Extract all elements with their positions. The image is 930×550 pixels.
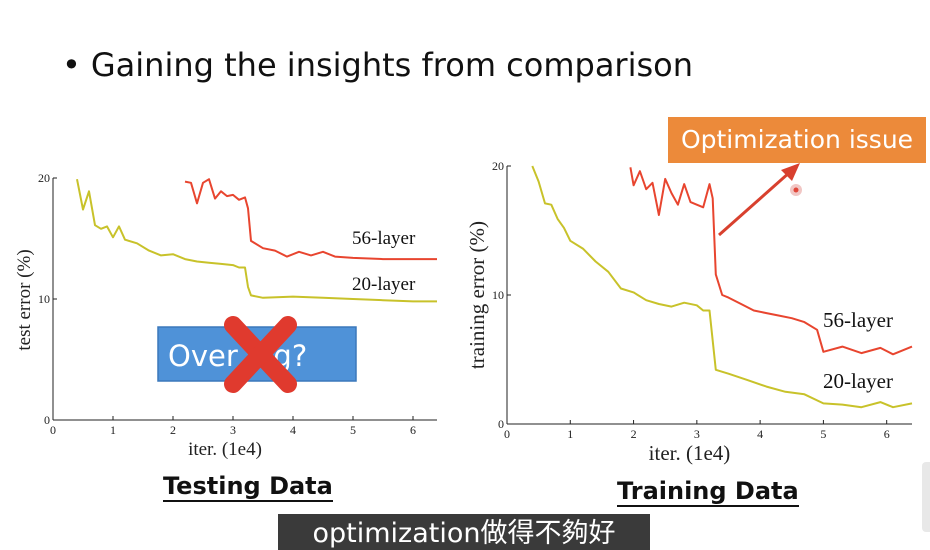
x-tick-label: 5 xyxy=(350,423,356,437)
series-line-56-layer xyxy=(184,178,437,261)
video-subtitle: optimization做得不夠好 xyxy=(278,514,650,550)
bullet-text: Gaining the insights from comparison xyxy=(90,46,693,84)
y-axis-label: training error (%) xyxy=(465,221,489,369)
x-tick-label: 1 xyxy=(110,423,116,437)
training-data-caption: Training Data xyxy=(617,477,799,507)
slide-bullet: • Gaining the insights from comparison xyxy=(62,46,693,84)
red-x-icon xyxy=(224,316,297,393)
series-label-20-layer: 20-layer xyxy=(823,369,893,393)
y-tick-label: 20 xyxy=(492,159,504,173)
x-tick-label: 2 xyxy=(170,423,176,437)
x-tick-label: 3 xyxy=(230,423,236,437)
x-tick-label: 4 xyxy=(757,427,763,441)
optimization-box xyxy=(668,117,926,163)
x-axis-label: iter. (1e4) xyxy=(649,441,731,465)
series-line-20-layer xyxy=(76,179,437,303)
x-tick-label: 3 xyxy=(694,427,700,441)
y-axis-label: test error (%) xyxy=(14,249,35,350)
arrow-icon xyxy=(718,163,800,237)
x-tick-label: 0 xyxy=(50,423,56,437)
series-line-20-layer xyxy=(531,165,913,409)
y-tick-label: 0 xyxy=(498,417,504,431)
x-tick-label: 2 xyxy=(631,427,637,441)
overfitting-callout: Over ing? xyxy=(157,316,357,393)
x-tick-label: 1 xyxy=(567,427,573,441)
optimization-label: Optimization issue xyxy=(681,125,913,154)
bullet-dot: • xyxy=(62,46,81,84)
series-label-56-layer: 56-layer xyxy=(823,308,893,332)
series-line-56-layer xyxy=(629,167,913,356)
training-error-chart: 0 1 2 3 4 5 6 0 10 20 iter. (1e4) training error (%… xyxy=(465,159,913,465)
scroll-edge xyxy=(922,462,930,532)
testing-data-caption: Testing Data xyxy=(163,472,333,502)
test-error-chart: 0 1 2 3 4 5 6 0 10 20 iter. (1e4) test error (%) 56-… xyxy=(14,171,437,460)
optimization-callout: Optimization issue xyxy=(668,117,926,237)
x-axis-label: iter. (1e4) xyxy=(188,439,262,460)
y-tick-label: 20 xyxy=(38,171,50,185)
x-tick-label: 0 xyxy=(504,427,510,441)
series-label-20-layer: 20-layer xyxy=(352,274,416,295)
x-tick-label: 4 xyxy=(290,423,296,437)
x-tick-label: 6 xyxy=(884,427,890,441)
y-tick-label: 10 xyxy=(38,292,50,306)
x-tick-label: 5 xyxy=(820,427,826,441)
series-label-56-layer: 56-layer xyxy=(352,228,416,249)
y-tick-label: 10 xyxy=(492,288,504,302)
x-tick-label: 6 xyxy=(410,423,416,437)
overfitting-box xyxy=(157,326,357,382)
y-tick-label: 0 xyxy=(44,413,50,427)
laser-pointer-dot xyxy=(793,187,799,193)
